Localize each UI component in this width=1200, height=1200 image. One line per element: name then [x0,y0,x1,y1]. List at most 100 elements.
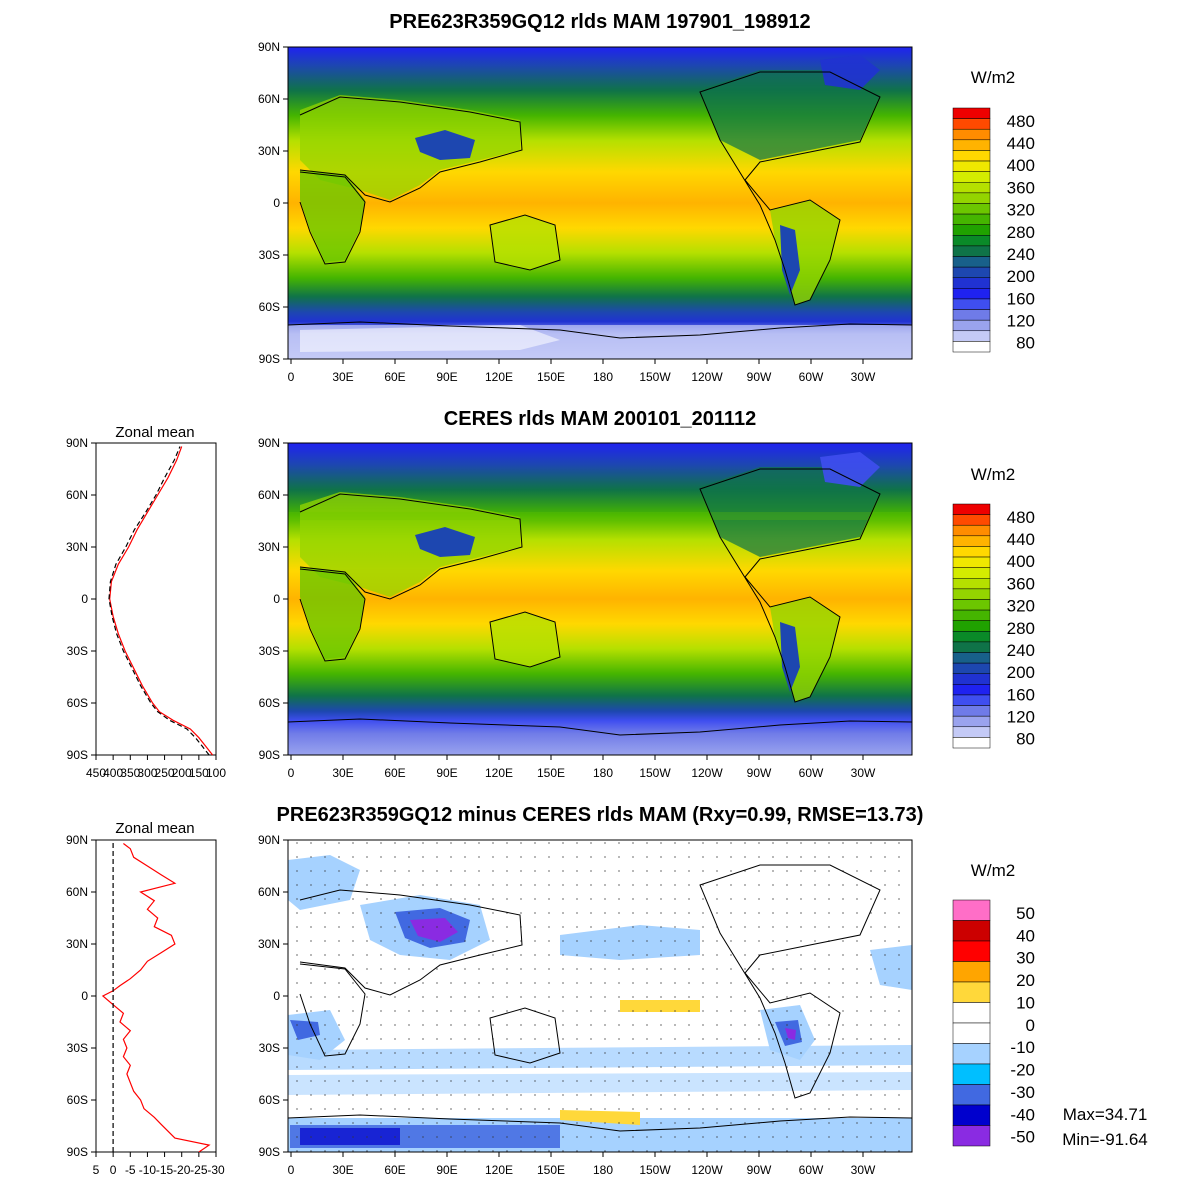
lon-tick-label: 90W [747,370,772,384]
colorbar-label: -20 [1010,1061,1035,1080]
lon-tick-label: 60E [384,1163,405,1177]
colorbar-swatch [952,662,991,674]
colorbar-label: -50 [1010,1128,1035,1147]
lon-tick-label: 90E [436,370,457,384]
lat-tick-label: 30S [259,248,280,262]
colorbar-swatch [952,652,991,664]
colorbar-diff: 50 40 30 20 10 0 -10 -20 -30 -40 -50 [952,899,1035,1147]
panel-title: PRE623R359GQ12 minus CERES rlds MAM (Rxy… [277,804,924,826]
zonal-x-tick-label: -15 [156,1163,174,1177]
colorbar-swatch [952,641,991,653]
lon-tick-label: 90W [747,766,772,780]
zonal-mean-title: Zonal mean [115,820,194,837]
colorbar-swatch [952,899,991,921]
panel-title: CERES rlds MAM 200101_201112 [444,408,756,430]
lon-tick-label: 150W [639,1163,671,1177]
lat-tick-label: 0 [273,196,280,210]
colorbar-swatch [952,726,991,738]
panel-diff: PRE623R359GQ12 minus CERES rlds MAM (Rxy… [66,804,1148,1177]
colorbar-label: 40 [1016,926,1035,945]
colorbar-swatch [952,139,991,151]
colorbar-swatch [952,981,991,1003]
stat-min: Min=-91.64 [1062,1130,1148,1149]
lat-axis-model: 90N 60N 30N 0 30S 60S 90S [258,40,288,366]
lon-tick-label: 120W [691,766,723,780]
lat-tick-label: 60N [258,92,280,106]
zonal-line-model [101,843,211,1153]
lon-tick-label: 150W [639,766,671,780]
lon-tick-label: 150E [537,370,565,384]
colorbar-swatch [952,599,991,611]
colorbar-swatch [952,535,991,547]
map-obs [287,442,913,756]
zonal-lat-axis: 90N 60N 30N 0 30S 60S 90S [66,436,96,762]
colorbar-label: 120 [1007,311,1035,330]
zonal-x-tick-label: -5 [125,1163,136,1177]
zonal-line-model [109,446,214,756]
lat-tick-label: 90S [67,1145,88,1159]
lon-tick-label: 180 [593,1163,613,1177]
colorbar-model: 480 440 400 360 320 280 240 200 160 120 80 [952,107,1035,353]
panel-obs: CERES rlds MAM 200101_201112 90N 60N 30N 0 3… [66,408,1035,780]
colorbar-obs: 480 440 400 360 320 280 240 200 160 120 80 [952,503,1035,749]
colorbar-label: -10 [1010,1038,1035,1057]
lon-tick-label: 30E [332,370,353,384]
zonal-x-axis: 5 0 -5 -10 -15 -20 -25 -30 [93,1152,225,1177]
colorbar-swatch [952,705,991,717]
colorbar-swatch [952,620,991,632]
zonal-x-tick-label: -20 [173,1163,191,1177]
lat-tick-label: 60N [66,885,88,899]
lon-axis-model: 0 30E 60E 90E 120E 150E 180 150W 120W 90W 60W 30W [288,359,876,384]
colorbar-label: 480 [1007,112,1035,131]
colorbar-swatch [952,235,991,247]
lon-tick-label: 120E [485,370,513,384]
lon-tick-label: 180 [593,766,613,780]
lon-tick-label: 150W [639,370,671,384]
colorbar-swatch [952,684,991,696]
colorbar-swatch [952,1125,991,1147]
lon-tick-label: 120W [691,370,723,384]
lon-axis-diff: 0 30E 60E 90E 120E 150E 180 150W 120W 90W 60W 30W [288,1152,876,1177]
lon-tick-label: 60W [799,766,824,780]
lon-tick-label: 30E [332,1163,353,1177]
colorbar-swatch [952,298,991,310]
zonal-line-ceres [108,446,210,756]
lat-tick-label: 30N [258,144,280,158]
colorbar-label: 320 [1007,597,1035,616]
lon-tick-label: 0 [288,766,295,780]
colorbar-label: 20 [1016,971,1035,990]
lat-tick-label: 0 [81,989,88,1003]
colorbar-swatch [952,288,991,300]
colorbar-swatch [952,567,991,579]
lat-tick-label: 90N [66,436,88,450]
lon-tick-label: 90E [436,1163,457,1177]
lat-tick-label: 30S [259,1041,280,1055]
colorbar-label: 80 [1016,730,1035,749]
colorbar-label: 0 [1026,1016,1035,1035]
lat-tick-label: 30S [259,644,280,658]
panel-title: PRE623R359GQ12 rlds MAM 197901_198912 [389,11,810,33]
zonal-x-tick-label: -30 [207,1163,225,1177]
colorbar-swatch [952,192,991,204]
lat-tick-label: 90S [259,1145,280,1159]
colorbar-label: 280 [1007,619,1035,638]
colorbar-swatch [952,107,991,119]
colorbar-label: 10 [1016,993,1035,1012]
lon-tick-label: 60E [384,766,405,780]
map-diff [287,839,913,1153]
zonal-x-tick-label: 0 [110,1163,117,1177]
colorbar-label: 160 [1007,685,1035,704]
colorbar-label: 50 [1016,904,1035,923]
lat-tick-label: 60S [67,696,88,710]
colorbar-swatch [952,1104,991,1126]
lat-tick-label: 0 [273,592,280,606]
colorbar-swatch [952,961,991,983]
lon-tick-label: 60W [799,370,824,384]
lat-tick-label: 90S [259,352,280,366]
colorbar-swatch [952,920,991,942]
lon-tick-label: 30W [851,1163,876,1177]
colorbar-swatch [952,715,991,728]
zonal-mean-abs: Zonal mean 90N 60N 30N 0 30S 60S 90S 450400350… [66,424,226,780]
